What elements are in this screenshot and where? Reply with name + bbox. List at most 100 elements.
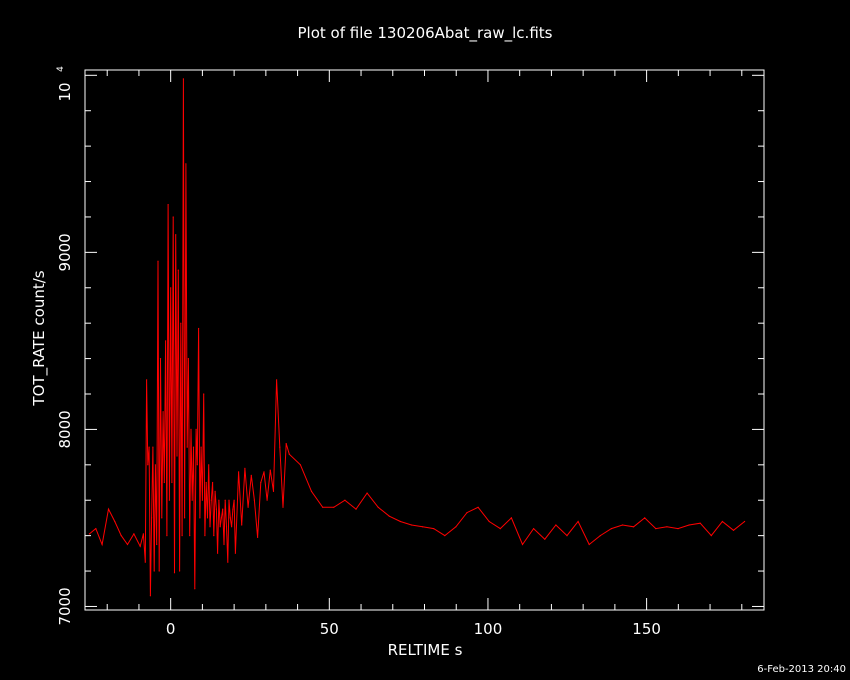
data-point: [279, 446, 281, 448]
data-point: [721, 520, 724, 523]
data-point: [355, 508, 357, 510]
data-point: [333, 506, 335, 508]
data-point: [633, 526, 635, 528]
y-axis-tick-labels: 7000 8000 9000: [56, 233, 74, 625]
data-point: [147, 464, 149, 466]
data-point: [184, 517, 186, 519]
data-point: [232, 508, 234, 510]
data-point: [114, 520, 116, 523]
data-point: [688, 524, 690, 526]
data-point: [218, 499, 220, 501]
data-point: [214, 490, 216, 492]
data-point: [241, 524, 243, 526]
data-point: [732, 529, 735, 531]
data-point: [610, 528, 613, 530]
data-point: [225, 526, 228, 528]
data-point: [499, 528, 501, 530]
data-point: [455, 526, 457, 528]
data-point: [163, 481, 165, 484]
data-point: [181, 535, 183, 537]
data-point: [288, 453, 290, 455]
data-point: [285, 443, 287, 445]
data-point: [190, 428, 192, 430]
data-point: [192, 446, 195, 448]
series-points: [88, 78, 746, 597]
data-point: [173, 572, 176, 574]
data-point: [220, 517, 222, 519]
data-point: [177, 269, 179, 271]
data-point: [204, 535, 206, 537]
data-point: [191, 499, 193, 501]
x-tick-label: 100: [474, 620, 503, 638]
data-point: [162, 411, 164, 413]
data-point: [201, 499, 203, 501]
data-point: [234, 552, 236, 554]
data-point: [149, 595, 151, 597]
data-point: [247, 506, 249, 508]
data-point: [210, 499, 212, 501]
data-point: [148, 446, 150, 448]
data-point: [167, 204, 169, 206]
data-point: [224, 499, 226, 501]
data-point: [172, 216, 174, 218]
data-point: [310, 490, 313, 492]
data-point: [199, 517, 201, 519]
data-point: [195, 428, 197, 430]
data-point: [196, 464, 198, 466]
data-point: [276, 379, 278, 381]
data-point: [266, 499, 268, 501]
data-point: [666, 526, 668, 528]
y-axis-label: TOT_RATE count/s: [30, 270, 49, 406]
data-point: [171, 481, 173, 484]
data-point: [154, 464, 156, 466]
data-point: [107, 508, 110, 510]
y-tick-label: 7000: [56, 587, 74, 625]
y-top-tick-base: 10: [56, 82, 74, 101]
data-point: [151, 517, 153, 519]
data-point: [250, 474, 252, 476]
data-point: [466, 511, 468, 514]
data-point: [488, 520, 490, 523]
chart-title: Plot of file 130206Abat_raw_lc.fits: [298, 24, 553, 43]
data-point: [644, 517, 646, 519]
data-point: [168, 499, 170, 501]
data-point: [205, 481, 207, 484]
y-tick-label: 9000: [56, 233, 74, 271]
data-point: [170, 287, 172, 289]
data-point: [187, 358, 189, 360]
data-point: [269, 469, 271, 471]
data-point: [176, 455, 178, 457]
data-point: [144, 561, 146, 563]
data-point: [159, 358, 162, 360]
data-point: [175, 234, 177, 236]
data-point: [244, 467, 246, 469]
y-tick-label: 8000: [56, 410, 74, 448]
data-point: [126, 543, 129, 546]
data-point: [231, 526, 233, 528]
data-point: [533, 528, 535, 530]
data-point: [477, 506, 479, 508]
data-point: [152, 446, 154, 448]
data-point: [156, 543, 158, 546]
data-point: [282, 506, 284, 508]
data-point: [88, 533, 90, 535]
timestamp: 6-Feb-2013 20:40: [757, 664, 846, 675]
data-point: [744, 520, 746, 523]
data-point: [101, 543, 103, 546]
data-point: [228, 499, 230, 501]
data-point: [229, 517, 231, 519]
data-point: [219, 526, 221, 528]
data-point: [95, 528, 97, 530]
data-point: [213, 535, 215, 537]
data-point: [253, 499, 255, 501]
data-point: [200, 446, 202, 448]
data-point: [158, 570, 160, 572]
data-point: [577, 520, 579, 523]
data-point: [161, 517, 163, 519]
data-point: [322, 506, 324, 508]
data-point: [710, 535, 712, 537]
series-line-tot-rate: [89, 78, 745, 596]
data-point: [142, 533, 144, 535]
data-point: [544, 538, 546, 540]
